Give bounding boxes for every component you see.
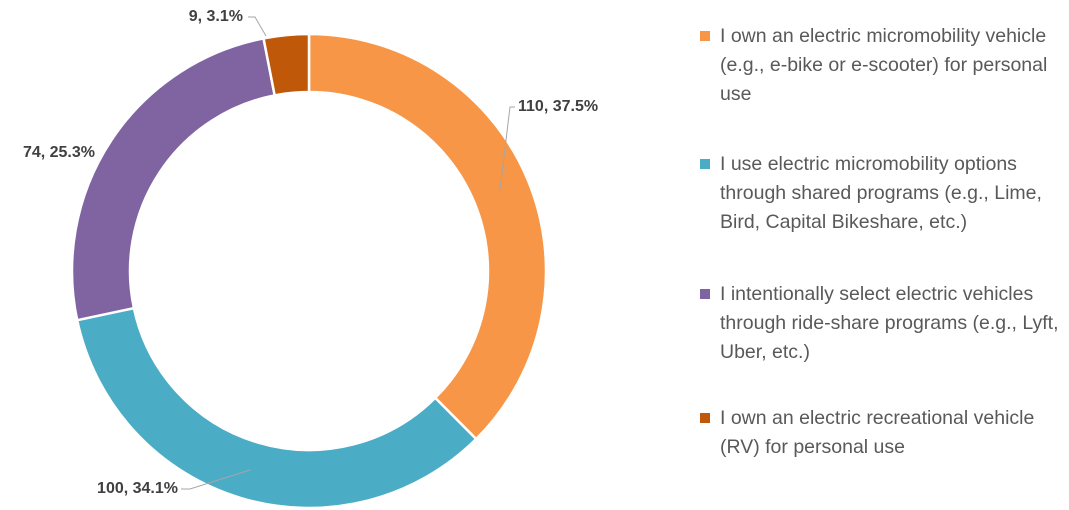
legend-label: I use electric micromobility options thr… [720,153,1042,233]
data-label: 74, 25.3% [23,144,95,161]
legend-label: I own an electric micromobility vehicle … [720,25,1048,105]
legend-swatch [700,413,710,423]
donut-slice [307,32,548,441]
donut-slice [262,32,311,97]
leader-line [499,106,515,191]
legend-swatch [700,31,710,41]
legend-label: I own an electric recreational vehicle (… [720,407,1035,458]
legend-label: I intentionally select electric vehicles… [720,283,1059,363]
leader-line [181,469,251,490]
donut-slice [75,306,478,510]
leader-line [248,16,267,37]
data-label: 100, 34.1% [97,480,178,497]
legend-item: I use electric micromobility options thr… [700,150,1060,237]
legend-item: I own an electric recreational vehicle (… [700,404,1060,462]
legend-swatch [700,289,710,299]
legend-item: I intentionally select electric vehicles… [700,280,1060,367]
data-label: 110, 37.5% [518,98,598,115]
data-label: 9, 3.1% [189,8,243,25]
donut-slice [70,36,277,322]
legend-swatch [700,159,710,169]
legend-item: I own an electric micromobility vehicle … [700,22,1060,109]
